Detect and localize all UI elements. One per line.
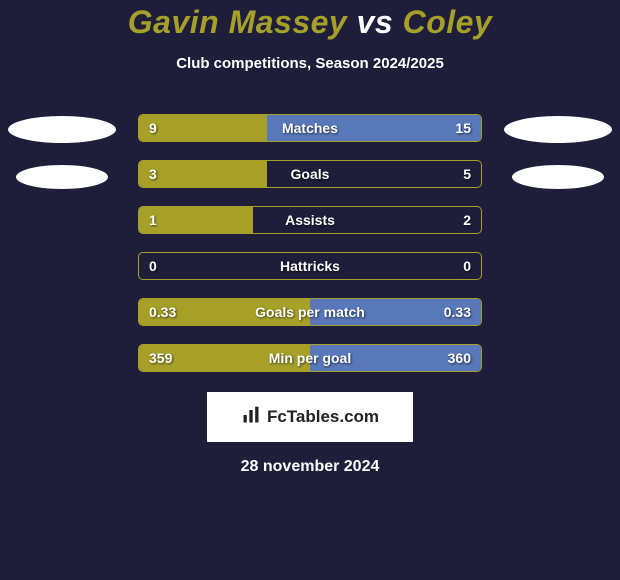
stat-fill-left (139, 161, 267, 187)
stat-row: 359 Min per goal 360 (138, 344, 482, 372)
stat-label: Assists (285, 212, 335, 228)
player-2-name: Coley (403, 4, 493, 40)
stat-label: Matches (282, 120, 338, 136)
stat-value-left: 0.33 (149, 304, 176, 320)
stat-value-right: 5 (463, 166, 471, 182)
stat-value-left: 9 (149, 120, 157, 136)
right-avatar-column (504, 114, 612, 189)
stat-label: Goals per match (255, 304, 365, 320)
source-badge: FcTables.com (207, 392, 413, 442)
avatar-placeholder (16, 165, 108, 189)
stat-row: 3 Goals 5 (138, 160, 482, 188)
stat-value-right: 0.33 (444, 304, 471, 320)
stat-row: 9 Matches 15 (138, 114, 482, 142)
comparison-widget: Gavin Massey vs Coley Club competitions,… (0, 0, 620, 476)
avatar-placeholder (512, 165, 604, 189)
stat-value-right: 2 (463, 212, 471, 228)
stat-row: 0.33 Goals per match 0.33 (138, 298, 482, 326)
vs-label: vs (357, 4, 394, 40)
stat-value-left: 0 (149, 258, 157, 274)
stat-value-left: 3 (149, 166, 157, 182)
stat-fill-left (139, 115, 267, 141)
stat-row: 0 Hattricks 0 (138, 252, 482, 280)
subtitle: Club competitions, Season 2024/2025 (0, 55, 620, 72)
stat-value-right: 0 (463, 258, 471, 274)
player-1-name: Gavin Massey (128, 4, 347, 40)
stat-value-left: 359 (149, 350, 172, 366)
avatar-placeholder (8, 116, 116, 143)
stat-row: 1 Assists 2 (138, 206, 482, 234)
stats-column: 9 Matches 15 3 Goals 5 1 Assists 2 0 Hattricks 0 0.3… (138, 114, 482, 372)
stat-label: Hattricks (280, 258, 340, 274)
left-avatar-column (8, 114, 116, 189)
stat-value-right: 15 (455, 120, 471, 136)
date-label: 28 november 2024 (0, 458, 620, 476)
stat-label: Min per goal (269, 350, 351, 366)
stat-value-left: 1 (149, 212, 157, 228)
stat-value-right: 360 (448, 350, 471, 366)
stat-label: Goals (291, 166, 330, 182)
stats-layout: 9 Matches 15 3 Goals 5 1 Assists 2 0 Hattricks 0 0.3… (0, 114, 620, 372)
brand-label: FcTables.com (267, 407, 379, 427)
chart-icon (241, 405, 261, 430)
page-title: Gavin Massey vs Coley (0, 4, 620, 41)
avatar-placeholder (504, 116, 612, 143)
